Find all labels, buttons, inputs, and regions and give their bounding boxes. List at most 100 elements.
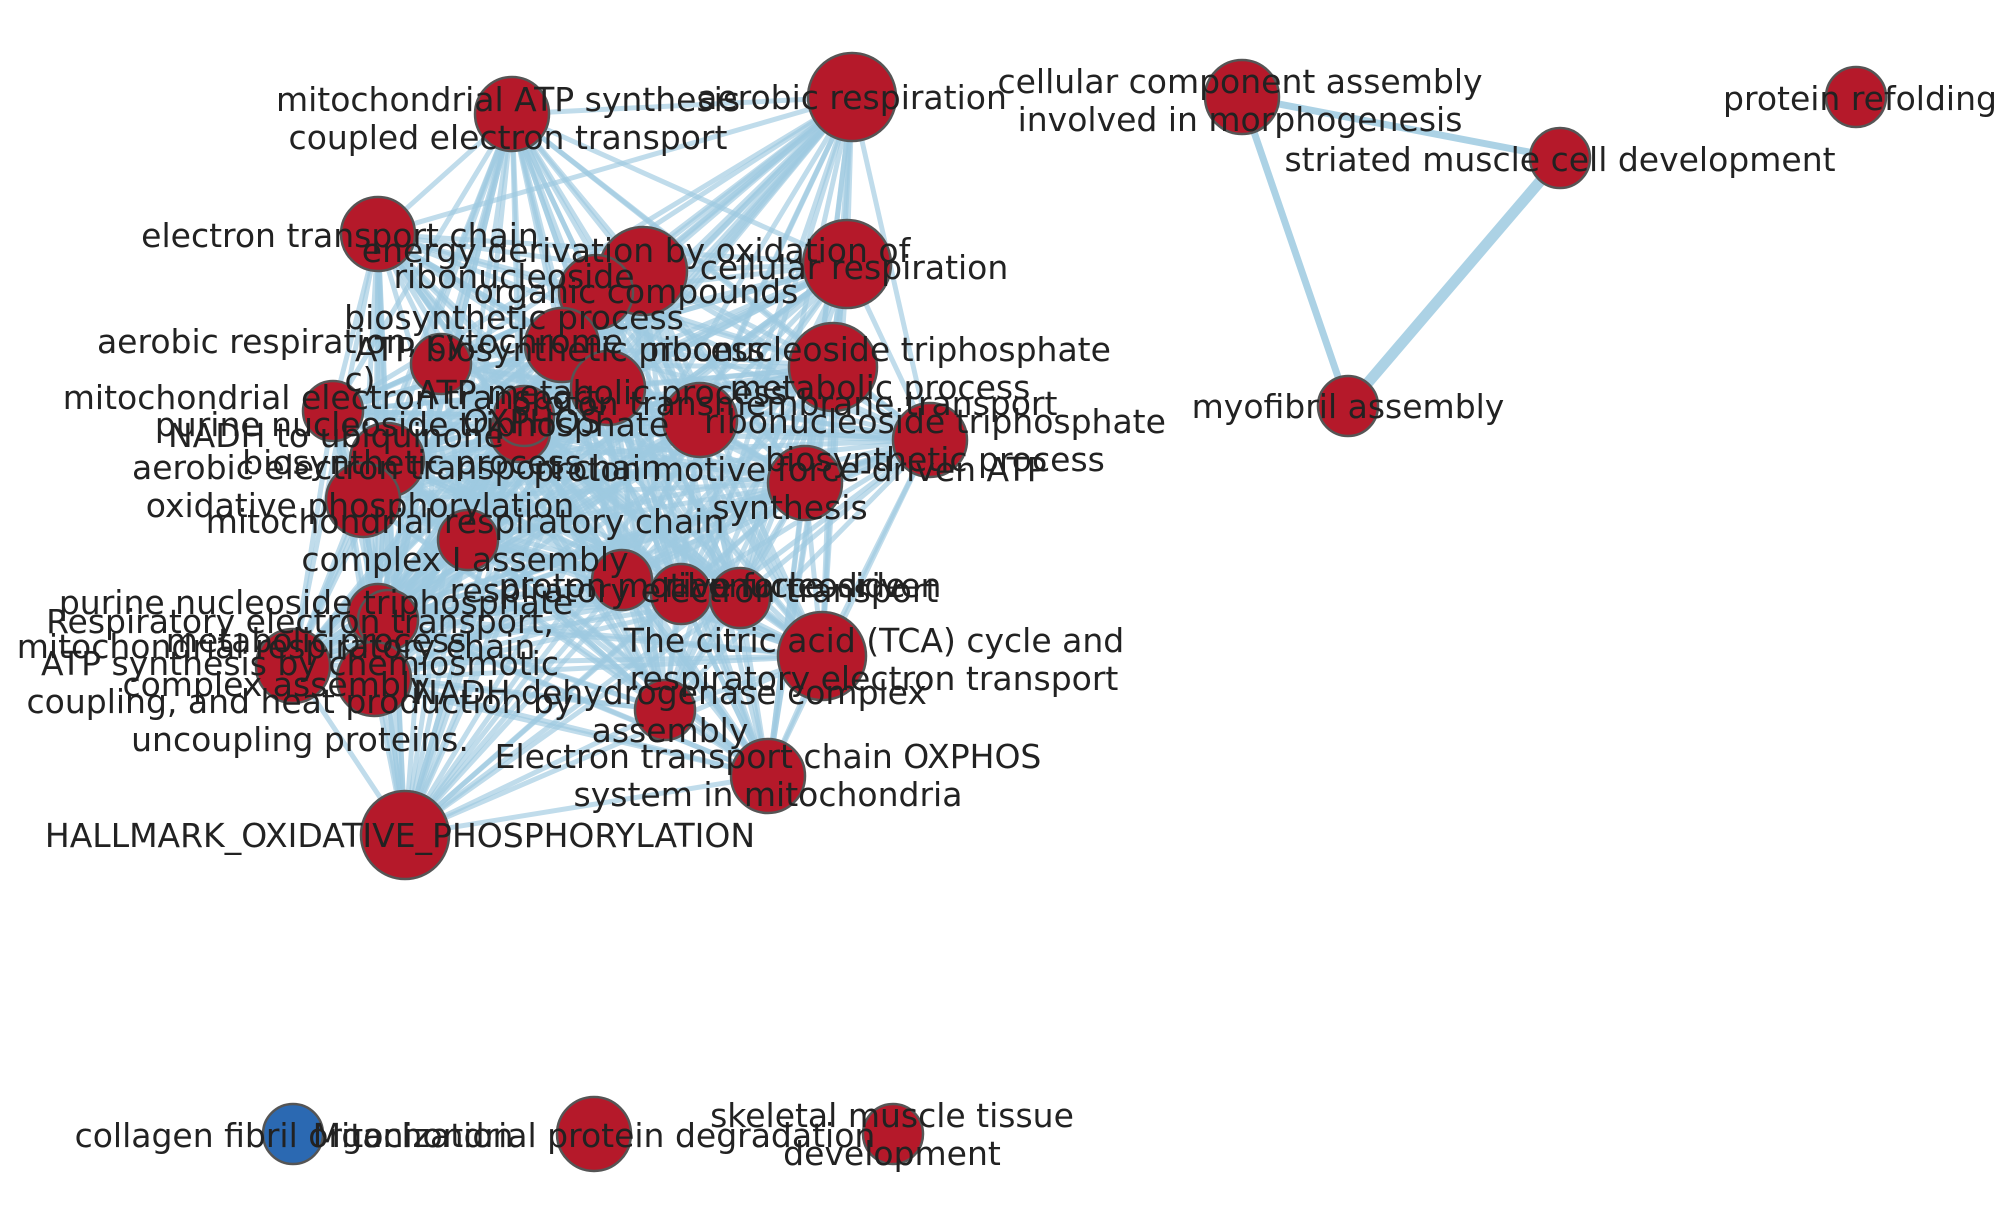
node-label-line: proton transmembrane transport — [511, 384, 1058, 423]
edge-energy-derivation-ribonucleoside-triphosphate-2 — [640, 268, 933, 443]
node-label-line: purine nucleoside triphosphate — [59, 583, 573, 622]
edge-tca-cycle-hallmark-oxphos — [402, 653, 825, 838]
node-label-energy-derivation: energy derivation by oxidation of organic… — [362, 231, 912, 311]
node-label-line: aerobic respiration, cytochrome — [97, 322, 623, 361]
node-ribonucleoside-2[interactable] — [708, 566, 772, 630]
node-label-cellular-resp: cellular respiration — [700, 248, 1009, 287]
node-label-nadh-dehydrogenase: NADH dehydrogenase complex assembly — [413, 673, 927, 750]
node-label-line: proton motive force-driven — [499, 566, 942, 605]
node-label-skeletal-muscle: skeletal muscle tissue development — [710, 1096, 1074, 1173]
edge-aerobic-electron-transport-chain-ribonucleoside-triphosphate-2 — [384, 437, 933, 463]
node-label-line: aerobic respiration — [697, 78, 1007, 117]
node-label-ribonucleoside-triphosphate-2: ribonucleoside triphosphate biosynthetic … — [704, 402, 1166, 479]
node-label-proton-motive: proton motive force-driven ATP synthesis — [533, 450, 1046, 527]
node-cellular-resp[interactable] — [801, 218, 893, 310]
node-proton-motive[interactable] — [766, 444, 844, 522]
node-label-mito-protein-degradation: Mitochondrial protein degradation — [313, 1116, 876, 1155]
edge-electron-transport-chain-mito-complex-assembly — [290, 231, 381, 669]
node-label-protein-refolding: protein refolding — [1723, 79, 1997, 118]
node-label-line: organic compounds — [474, 272, 799, 311]
label-layer: mitochondrial ATP synthesis coupled elect… — [17, 62, 1997, 1173]
node-label-line: biosynthetic process — [242, 443, 582, 482]
node-label-line: c) — [344, 360, 375, 399]
edge-striated-muscle-myofibril-assembly — [1342, 152, 1566, 412]
node-mito-electron-transport-nadh[interactable] — [301, 379, 365, 443]
node-nadh-dehydrogenase[interactable] — [633, 678, 697, 742]
node-protein-refolding[interactable] — [1824, 65, 1888, 129]
node-oxphos[interactable] — [492, 384, 556, 448]
node-label-line: metabolic process — [166, 621, 467, 660]
node-label-line: mitochondrial electron transport, — [63, 378, 609, 417]
node-ribonucleoside-triphosphate[interactable] — [787, 321, 879, 413]
edge-proton-transport-ribonucleoside-triphosphate-2 — [697, 417, 933, 443]
node-label-line: ribonucleoside — [393, 257, 634, 296]
node-label-atp-metabolic: ATP metabolic process — [416, 373, 787, 412]
node-striated-muscle[interactable] — [1528, 126, 1592, 190]
node-proton-transport[interactable] — [661, 381, 739, 459]
node-ribonucleoside-triphosphate-2[interactable] — [891, 401, 969, 479]
node-atp-synthesis-chemiosmotic[interactable] — [335, 640, 413, 718]
node-myofibril-assembly[interactable] — [1316, 374, 1380, 438]
node-label-purine-nucleoside-metabolic: purine nucleoside triphosphate metabolic … — [59, 583, 573, 660]
node-oxidative-phosphorylation[interactable] — [324, 461, 402, 539]
node-collagen-fibril[interactable] — [261, 1102, 325, 1166]
node-label-line: development — [783, 1134, 1001, 1173]
node-label-tca-cycle: The citric acid (TCA) cycle and respirato… — [623, 621, 1124, 698]
node-aerobic-resp[interactable] — [806, 51, 898, 143]
node-label-line: ribonucleoside triphosphate — [704, 402, 1166, 441]
node-label-line: ribonucleoside triphosphate — [649, 330, 1111, 369]
node-mito-atp-synth[interactable] — [473, 75, 551, 153]
node-aerobic-resp-cytochrome[interactable] — [409, 332, 473, 396]
edge-proton-motive-2-hallmark-oxphos — [402, 591, 684, 838]
node-label-atp-biosynth: ATP biosynthetic process — [355, 330, 765, 369]
node-label-line: Respiratory electron transport, — [46, 602, 554, 641]
node-label-line: uncoupling proteins. — [131, 720, 469, 759]
node-respiratory-electron[interactable] — [590, 548, 654, 612]
node-label-line: complex I assembly — [301, 540, 628, 579]
node-tca-cycle[interactable] — [776, 610, 868, 702]
edge-respiratory-electron-transport-2-tca-cycle — [385, 617, 825, 659]
node-hallmark-oxphos[interactable] — [359, 789, 451, 881]
node-label-mito-complex-assembly: mitochondrial respiratory chain complex a… — [17, 627, 536, 704]
node-skeletal-muscle[interactable] — [861, 1102, 925, 1166]
edge-ribonucleoside-triphosphate-2-mito-respiratory-chain — [465, 437, 933, 543]
node-label-line: coupling, and heat production by — [27, 682, 574, 721]
node-mito-respiratory-chain[interactable] — [436, 508, 500, 572]
edge-aerobic-electron-transport-chain-proton-motive — [384, 457, 808, 486]
node-label-line: ribonucleoside — [664, 566, 905, 605]
node-label-proton-transport: proton transmembrane transport — [511, 384, 1058, 423]
node-label-line: involved in morphogenesis — [1018, 100, 1463, 139]
node-label-line: biosynthetic process — [765, 440, 1105, 479]
node-label-proton-motive-2: proton motive force-driven — [499, 566, 942, 605]
node-label-aerobic-electron-transport-chain: aerobic electron transport chain — [132, 448, 662, 487]
node-label-line: ATP metabolic process — [416, 373, 787, 412]
node-label-line: energy derivation by oxidation of — [362, 231, 912, 270]
node-label-collagen-fibril: collagen fibril organization — [75, 1116, 514, 1155]
node-mito-protein-degradation[interactable] — [555, 1095, 633, 1173]
node-layer — [254, 51, 1888, 1173]
edge-mito-atp-synth-cellular-resp — [509, 111, 850, 267]
node-label-line: oxidative phosphorylation — [146, 486, 574, 525]
node-label-line: respiratory electron transport — [450, 571, 939, 610]
edge-cellular-component-assembly-myofibril-assembly — [1238, 93, 1352, 410]
node-label-etc-oxphos-mito: Electron transport chain OXPHOS system in… — [495, 737, 1042, 814]
node-label-line: system in mitochondria — [574, 775, 963, 814]
node-label-line: metabolic process — [730, 368, 1031, 407]
node-label-line: assembly — [592, 711, 749, 750]
edge-mito-electron-transport-nadh-atp-metabolic — [330, 385, 611, 414]
node-label-line: ATP synthesis by chemiosmotic — [41, 644, 559, 683]
node-mito-complex-assembly[interactable] — [254, 627, 332, 705]
node-label-line: Mitochondrial protein degradation — [313, 1116, 876, 1155]
edge-respiratory-electron-transport-2-nadh-dehydrogenase — [385, 617, 668, 713]
node-cellular-component-assembly[interactable] — [1203, 58, 1281, 136]
node-etc-oxphos-mito[interactable] — [729, 737, 807, 815]
node-label-oxphos: OXPHOS — [463, 402, 601, 441]
node-label-line: cellular component assembly — [997, 62, 1482, 101]
node-electron-transport-chain[interactable] — [339, 195, 417, 273]
node-label-line: The citric acid (TCA) cycle and — [623, 621, 1124, 660]
edge-purine-nucleoside-biosynth-proton-motive — [517, 429, 808, 486]
node-label-cellular-component-assembly: cellular component assembly involved in m… — [997, 62, 1482, 139]
node-atp-metabolic[interactable] — [569, 349, 647, 427]
node-label-line: coupled electron transport — [289, 118, 728, 157]
node-label-ribonucleoside-2: ribonucleoside — [664, 566, 905, 605]
